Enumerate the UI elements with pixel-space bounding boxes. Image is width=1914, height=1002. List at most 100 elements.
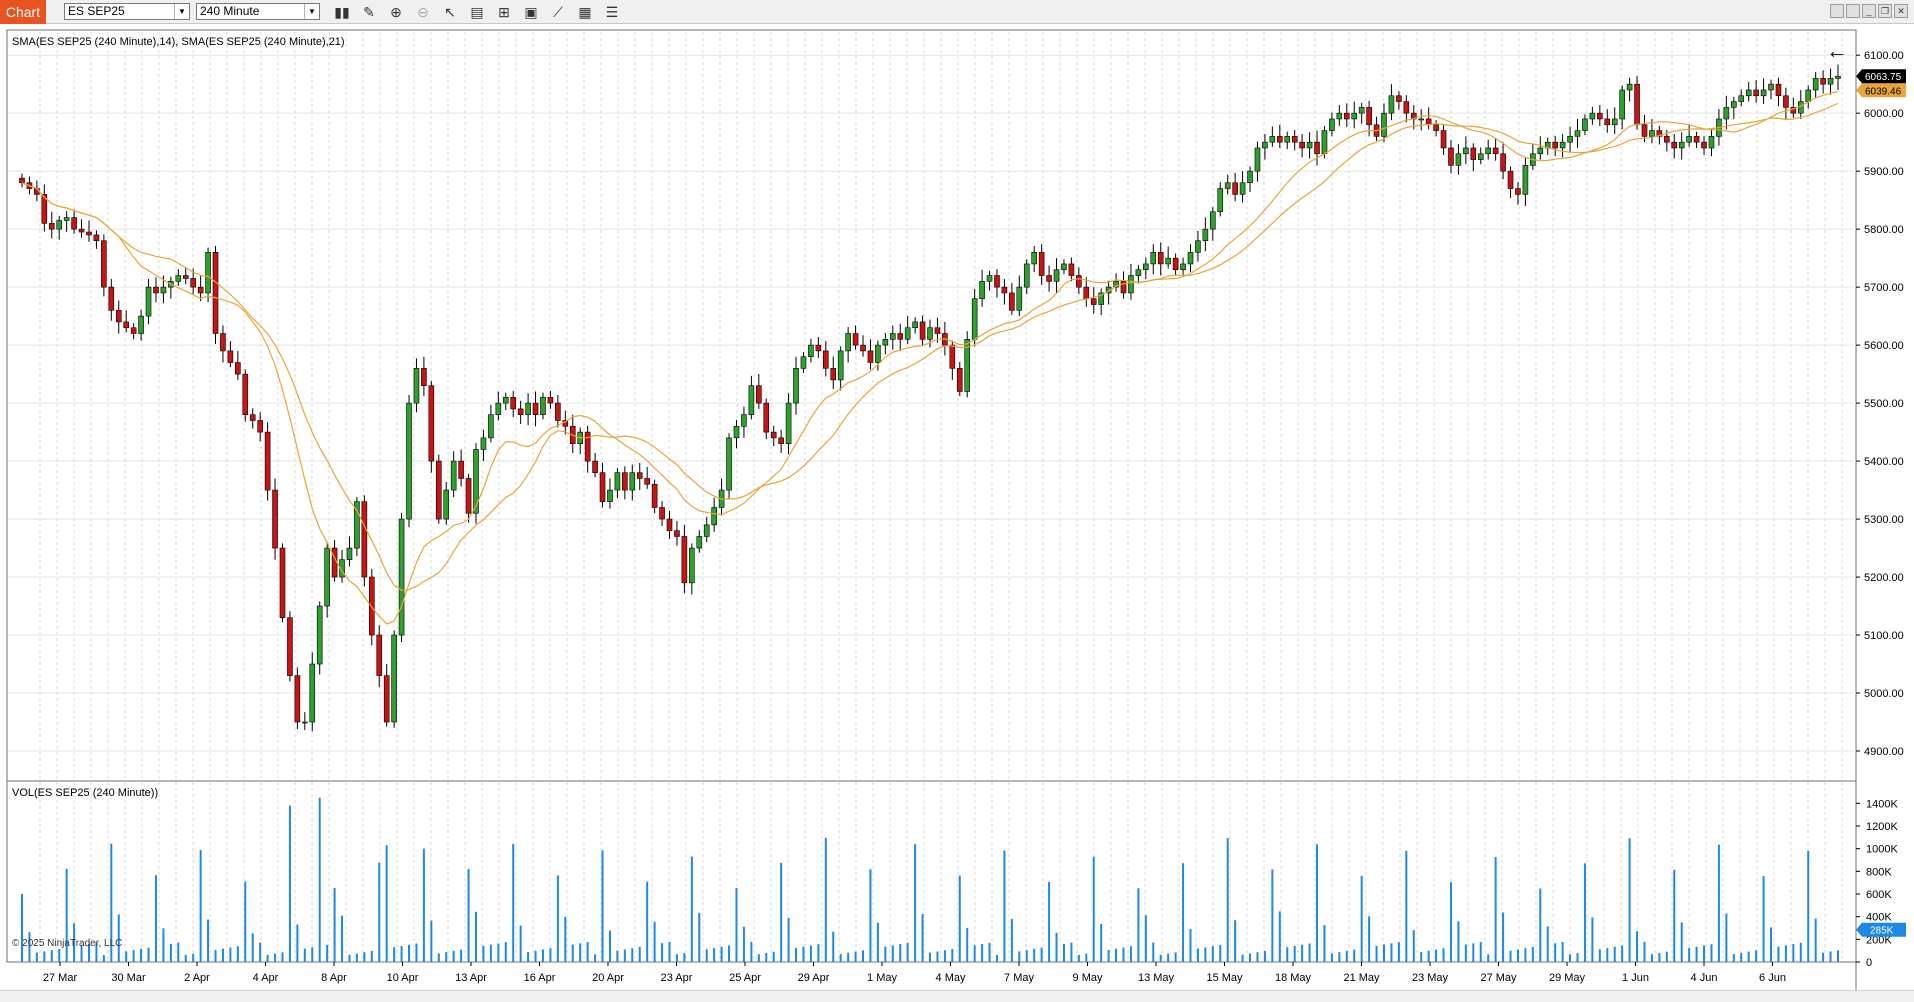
volume-bar	[1085, 953, 1088, 962]
restore-icon[interactable]: ❐	[1878, 4, 1892, 18]
candle-body	[302, 721, 308, 724]
volume-bar	[1263, 951, 1266, 962]
x-axis-label: 23 Apr	[661, 972, 693, 984]
volume-bar	[311, 947, 314, 962]
volume-bar	[1360, 875, 1363, 962]
arrow-left-icon[interactable]: ←	[1826, 38, 1848, 63]
y-axis-label: 5400.00	[1864, 456, 1904, 468]
chevron-down-icon[interactable]: ▼	[174, 4, 189, 19]
volume-bar	[1018, 951, 1021, 962]
zoom-out-icon[interactable]: ⊖	[417, 4, 429, 20]
candle-body	[815, 344, 822, 352]
volume-bar	[1293, 946, 1296, 962]
candle-body	[517, 408, 524, 415]
y-axis-label: 6000.00	[1864, 108, 1904, 120]
drawing-pencil-icon[interactable]: ✎	[363, 4, 375, 20]
volume-bar	[348, 954, 351, 962]
volume-bar	[1688, 947, 1691, 962]
sma-value: 6039.46	[1865, 86, 1902, 97]
volume-bar	[1055, 932, 1058, 962]
zoom-in-icon[interactable]: ⊕	[390, 4, 402, 20]
volume-bar	[43, 951, 46, 962]
candle-body	[875, 344, 881, 363]
volume-bar	[1204, 947, 1207, 962]
volume-bar	[1241, 954, 1244, 962]
volume-bar	[631, 948, 634, 962]
volume-bar	[1167, 953, 1170, 962]
x-axis-label: 27 May	[1480, 972, 1517, 984]
candle-body	[63, 217, 70, 221]
candle-body	[1306, 141, 1313, 149]
candle-body	[1768, 83, 1774, 91]
x-axis-label: 2 Apr	[184, 972, 210, 984]
instrument-selector[interactable]: ES SEP25 ▼	[64, 3, 190, 20]
templates-icon[interactable]: ▣	[524, 4, 538, 20]
volume-bar	[1278, 911, 1281, 962]
chart-tab[interactable]: Chart	[0, 0, 46, 24]
y-axis-label: 5000.00	[1864, 688, 1904, 700]
bar-type-icon[interactable]: ▮▮	[334, 4, 350, 20]
candle-body	[1790, 107, 1797, 114]
close-icon[interactable]: ✕	[1894, 4, 1908, 18]
volume-bar	[817, 944, 820, 962]
properties-icon[interactable]: ⊞	[498, 4, 510, 20]
minimize-icon[interactable]: _	[1862, 4, 1876, 18]
volume-bar	[1070, 942, 1073, 962]
volume-bar	[1487, 954, 1490, 962]
candle-body	[1068, 263, 1075, 276]
volume-bar	[943, 950, 946, 962]
volume-bar	[132, 950, 135, 962]
sma-line	[21, 102, 1839, 591]
chart-trader-icon[interactable]: ▦	[578, 4, 592, 20]
volume-bar	[1539, 888, 1542, 962]
candle-body	[93, 234, 100, 242]
volume-bar	[1673, 869, 1676, 962]
candle-body	[428, 385, 435, 462]
candle-body	[480, 437, 487, 450]
volume-bar	[981, 943, 984, 962]
volume-bar	[1658, 952, 1661, 962]
data-box-icon[interactable]: ▤	[470, 4, 484, 20]
volume-bar	[675, 954, 678, 962]
candle-body	[1083, 286, 1090, 300]
volume-bar	[765, 952, 768, 962]
volume-bar	[1412, 930, 1415, 962]
volume-bar	[1837, 950, 1839, 962]
pointer-icon[interactable]: ↖	[444, 4, 456, 20]
volume-bar	[1301, 944, 1304, 962]
candle-body	[346, 547, 353, 560]
candle-body	[145, 286, 152, 317]
volume-bar	[586, 942, 589, 962]
volume-bar	[683, 953, 686, 962]
candle-body	[525, 402, 531, 415]
volume-bar	[1710, 944, 1713, 962]
volume-bar	[1330, 953, 1333, 962]
candle-body	[1656, 130, 1663, 137]
volume-bar	[966, 927, 969, 962]
tile2-icon[interactable]	[1846, 4, 1860, 18]
candle-body	[1500, 153, 1506, 172]
list-icon[interactable]: ☰	[605, 4, 619, 20]
strategies-icon[interactable]: ⟋	[553, 4, 563, 20]
volume-bar	[400, 946, 403, 962]
candle-body	[1708, 136, 1715, 149]
volume-bar	[1219, 944, 1222, 962]
volume-bar	[1129, 946, 1132, 962]
volume-bar	[541, 949, 544, 962]
horizontal-scrollbar[interactable]	[0, 990, 1914, 1002]
interval-selector[interactable]: 240 Minute ▼	[196, 3, 320, 20]
volume-bar	[1777, 946, 1780, 962]
candle-body	[1619, 89, 1625, 120]
candle-body	[1783, 95, 1789, 108]
volume-bar	[1680, 922, 1683, 962]
volume-bar	[549, 948, 552, 962]
volume-bar	[370, 951, 373, 962]
chevron-down-icon[interactable]: ▼	[304, 4, 319, 19]
volume-bar	[690, 856, 693, 962]
volume-bar	[728, 945, 731, 962]
tile-icon[interactable]	[1830, 4, 1844, 18]
volume-bar	[192, 953, 195, 962]
last-price-marker	[1856, 69, 1906, 84]
volume-bar	[787, 917, 790, 962]
